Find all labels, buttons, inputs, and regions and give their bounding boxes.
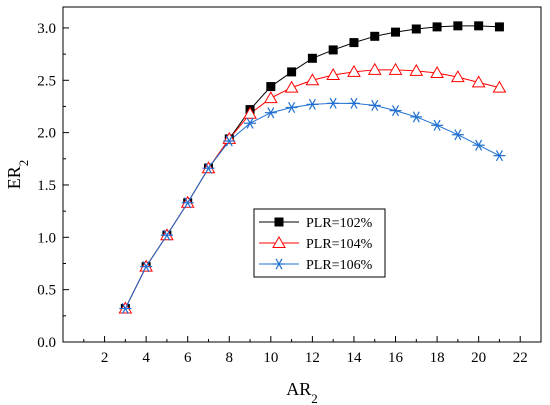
data-point [140, 261, 153, 273]
y-axis-label-subscript: 2 [16, 160, 31, 167]
data-point [160, 229, 173, 241]
data-point [492, 80, 507, 93]
x-tick-label: 22 [513, 350, 528, 366]
plot-frame [62, 6, 542, 343]
y-axis-label-main: ER [4, 166, 24, 189]
axes-layer: 2 4 6 8 10 12 14 16 18 20 22 0.0 0.5 1.0 1.5 2.0 2.5 3.0 [37, 6, 542, 366]
data-point [367, 62, 382, 75]
data-point [347, 97, 360, 109]
data-point [388, 62, 403, 75]
data-point [243, 106, 257, 119]
series-3 [124, 102, 500, 309]
data-point [305, 73, 320, 86]
y-axis-label: ER2 [4, 160, 31, 190]
data-point [119, 302, 132, 315]
data-point [327, 97, 340, 109]
y-tick-label: 0.0 [37, 335, 56, 351]
data-point [391, 27, 401, 37]
x-axis-label-main: AR [286, 379, 311, 399]
legend-label: PLR=106% [306, 258, 373, 273]
data-point [409, 63, 424, 76]
data-point [471, 75, 486, 88]
y-tick-label: 2.5 [37, 73, 56, 89]
y-tick-label: 3.0 [37, 21, 56, 37]
data-point [451, 129, 464, 141]
x-tick-label: 18 [430, 350, 445, 366]
data-point [223, 135, 236, 147]
data-point [370, 31, 380, 41]
x-tick-label: 6 [184, 350, 192, 366]
data-point [368, 99, 381, 111]
data-point [472, 139, 485, 151]
data-point [494, 22, 504, 32]
x-tick-label: 12 [305, 350, 320, 366]
x-tick-label: 4 [142, 350, 150, 366]
x-tick-label: 16 [388, 350, 404, 366]
data-point [410, 111, 423, 123]
series-line [124, 102, 500, 309]
data-point [326, 68, 341, 81]
x-tick-label: 10 [263, 350, 278, 366]
data-point [244, 117, 257, 129]
data-point [307, 53, 317, 63]
x-tick-label: 2 [101, 350, 109, 366]
data-point [411, 24, 421, 34]
x-axis-label: AR2 [286, 379, 318, 405]
legend-marker [272, 235, 286, 248]
data-point [474, 21, 484, 31]
data-point [306, 98, 319, 110]
data-point [287, 67, 297, 77]
data-point [451, 70, 465, 83]
data-point [430, 65, 444, 78]
legend-marker [274, 217, 284, 227]
data-point [328, 45, 338, 55]
data-point [347, 64, 361, 77]
series-3-markers [119, 97, 506, 315]
data-point [493, 150, 506, 162]
data-point [181, 197, 194, 209]
legend-marker [273, 258, 285, 270]
data-point [266, 82, 276, 92]
series-layer [118, 21, 507, 315]
data-point [284, 80, 299, 93]
y-tick-label: 1.0 [37, 230, 56, 246]
x-tick-label: 14 [346, 350, 362, 366]
y-tick-label: 1.5 [37, 178, 56, 194]
data-point [285, 101, 298, 114]
y-tick-label: 2.0 [37, 126, 56, 142]
data-point [263, 91, 278, 104]
data-point [349, 38, 359, 48]
legend-label: PLR=104% [306, 237, 373, 252]
x-tick-label: 20 [471, 350, 486, 366]
legend: PLR=102% PLR=104% PLR=106% [253, 208, 386, 278]
data-point [453, 21, 463, 31]
x-axis-label-subscript: 2 [311, 391, 318, 405]
data-point [202, 162, 215, 174]
data-point [264, 107, 277, 119]
data-point [432, 22, 442, 32]
legend-label: PLR=102% [306, 216, 373, 231]
data-point [389, 105, 402, 117]
y-tick-label: 0.5 [37, 283, 56, 299]
data-point [431, 119, 444, 131]
x-tick-label: 8 [226, 350, 234, 366]
